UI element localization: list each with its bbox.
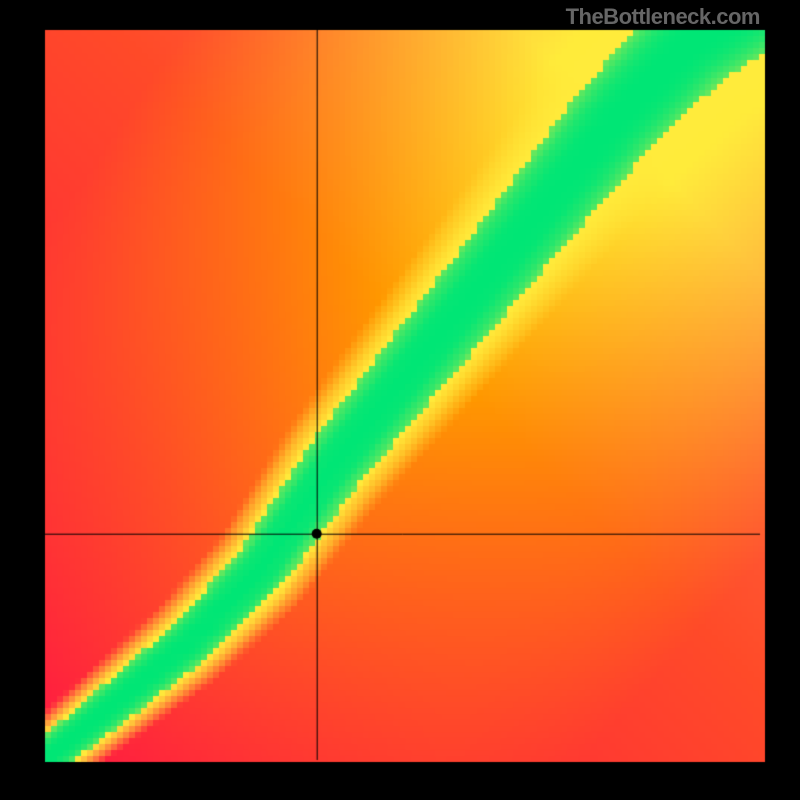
watermark-text: TheBottleneck.com	[566, 4, 760, 30]
chart-container: TheBottleneck.com	[0, 0, 800, 800]
bottleneck-heatmap	[0, 0, 800, 800]
